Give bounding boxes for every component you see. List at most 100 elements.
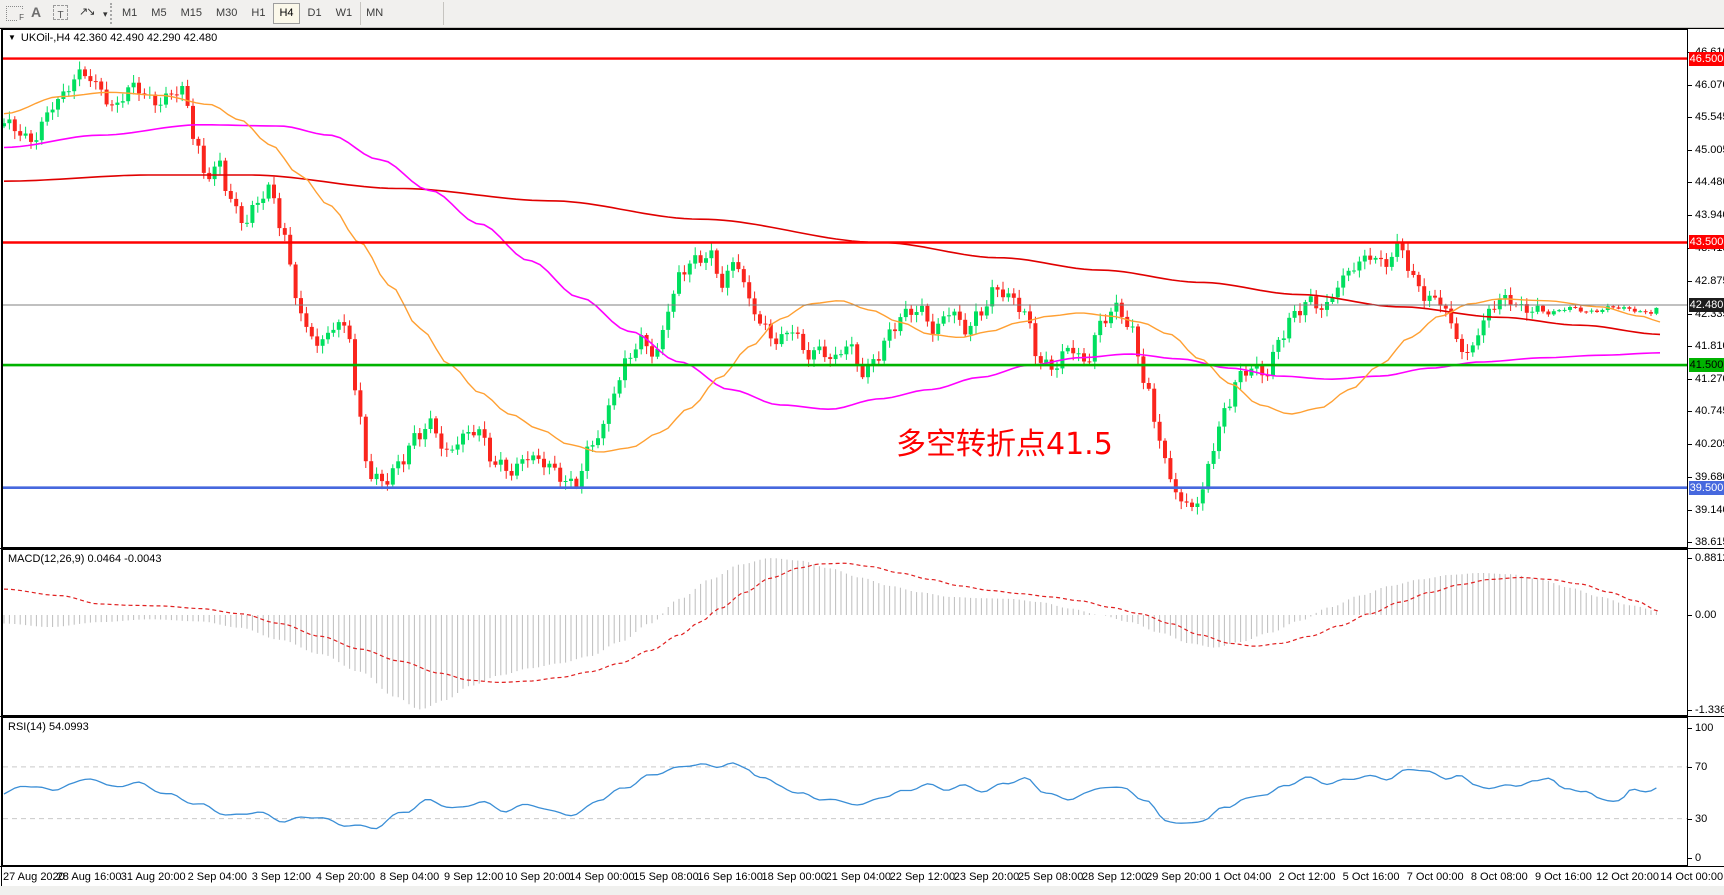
candle-body [282,228,287,235]
rsi-panel[interactable] [2,717,1688,866]
price-tick-label: 41.270 [1695,373,1724,386]
candle-body [903,308,908,318]
timeframe-button-m5[interactable]: M5 [151,7,167,19]
timeframe-button-w1[interactable]: W1 [335,7,353,19]
candle-body [731,262,735,271]
candle-body [234,198,239,207]
candle-body [1092,335,1097,362]
rsi-tick-label: 30 [1695,812,1708,825]
candle-body [585,446,590,471]
candle-body [1141,356,1146,383]
timeframe-button-h1[interactable]: H1 [251,7,266,19]
date-axis-label: 7 Oct 00:00 [1406,871,1464,883]
chevron-down-icon[interactable]: ▾ [103,9,108,19]
date-axis-label: 31 Aug 20:00 [120,871,186,883]
axis-tick-mark [1688,542,1692,543]
macd-panel[interactable] [2,549,1688,716]
candle-body [957,311,962,320]
candle-body [779,334,784,345]
axis-tick-mark [1688,444,1692,445]
candle-body [1028,311,1032,324]
candle-body [131,82,136,88]
text-tool-icon[interactable]: T [53,5,68,21]
candle-body [569,478,573,481]
candle-body [336,322,341,330]
candle-body [1546,311,1551,315]
candle-body [909,308,914,315]
candle-body [617,380,622,394]
candle-body [61,91,66,99]
candle-body [1325,302,1329,310]
axis-tick-mark [1688,182,1692,183]
timeframe-button-h4[interactable]: H4 [273,3,300,24]
candle-body [520,459,525,464]
chart-annotation-text[interactable]: 多空转折点41.5 [896,427,1113,462]
candle-body [860,365,865,378]
timeframe-button-d1[interactable]: D1 [307,7,322,19]
candle-body [1125,316,1130,327]
candle-body [164,93,168,105]
candle-body [660,330,665,350]
date-axis-label: 2 Sep 04:00 [187,871,247,883]
axis-tick-mark [1688,379,1692,380]
timeframe-button-mn[interactable]: MN [366,7,384,19]
toolbar-gripper[interactable] [110,3,112,24]
grid-f-icon[interactable]: F [6,6,24,26]
candle-body [218,160,222,167]
date-axis-label: 25 Sep 08:00 [1017,871,1084,883]
timeframe-button-m30[interactable]: M30 [215,7,238,19]
candle-body [623,358,627,381]
candle-body [1373,257,1378,260]
candle-body [849,344,854,347]
timeframe-button-m15[interactable]: M15 [180,7,202,19]
macd-tick-label: 0.8812 [1695,551,1724,564]
candle-body [396,461,401,469]
date-axis-label: 21 Sep 04:00 [825,871,892,883]
price-badge: 43.500 [1689,235,1724,250]
arrows-tool-icon[interactable]: ↗↘ [79,6,96,18]
candle-body [1616,307,1621,309]
axis-tick-mark [1688,510,1692,511]
date-axis-label: 28 Aug 16:00 [56,871,122,883]
candle-body [1076,353,1081,355]
candle-body [1146,383,1151,389]
candle-body [180,86,185,95]
candle-body [88,76,93,82]
candle-body [1460,338,1464,352]
candle-body [1406,250,1410,271]
candle-body [698,255,703,263]
candle-body [1227,406,1232,409]
candle-body [299,298,303,314]
candle-body [1287,317,1292,339]
candle-body [320,339,325,346]
candle-body [1308,296,1313,303]
rsi-indicator-label: RSI(14) 54.0993 [8,721,89,733]
candle-body [601,423,606,439]
candle-body [974,311,978,326]
dropdown-triangle-icon[interactable]: ▼ [8,33,16,42]
candle-body [1065,347,1070,352]
main-chart-panel[interactable] [2,29,1688,548]
font-tool-icon[interactable]: A [31,4,42,20]
candle-body [461,433,465,445]
candle-body [806,350,811,360]
axis-tick-mark [1688,767,1692,768]
candle-body [428,418,433,429]
candle-body [563,481,568,482]
candle-body [1400,241,1405,251]
candle-body [7,119,12,124]
date-axis-label: 14 Oct 00:00 [1660,871,1724,883]
candle-body [1055,368,1059,370]
date-axis-label: 9 Oct 16:00 [1534,871,1592,883]
candle-body [644,335,649,347]
candle-body [34,140,39,142]
candle-body [174,94,179,96]
timeframe-button-m1[interactable]: M1 [122,7,138,19]
date-axis-label: 16 Sep 16:00 [697,871,763,883]
candle-body [882,340,887,361]
date-axis-label: 1 Oct 04:00 [1214,871,1272,883]
candle-body [704,258,708,263]
price-tick-label: 38.615 [1695,535,1724,548]
